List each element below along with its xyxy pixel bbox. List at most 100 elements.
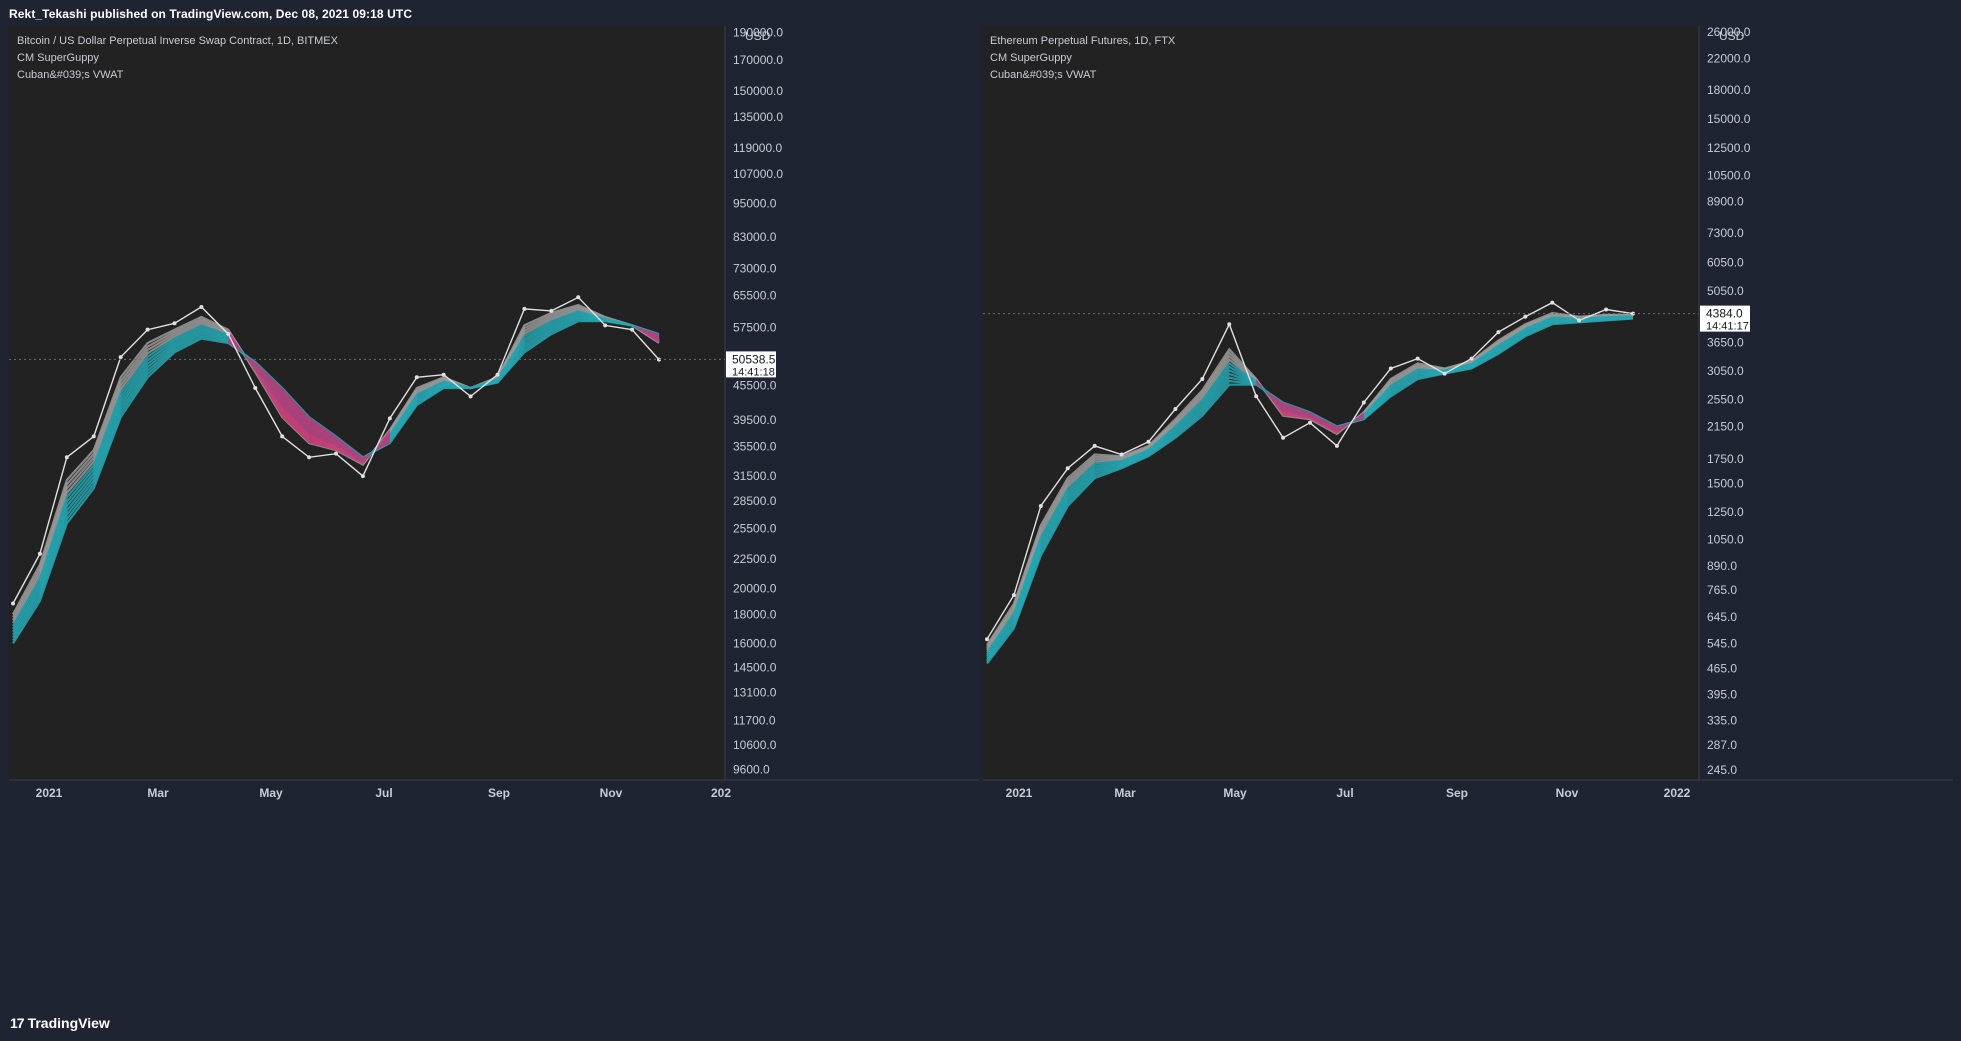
btc-x-tick: May xyxy=(259,786,283,800)
publisher-text: Rekt_Tekashi published on TradingView.co… xyxy=(9,7,413,21)
btc-y-tick: 35500.0 xyxy=(733,440,777,454)
eth-chart[interactable]: 26000.0 22000.0 18000.0 15000.0 12500.0 10500… xyxy=(983,26,1953,1006)
btc-guppy-bear-zone xyxy=(336,436,363,465)
eth-last-price-label: 4384.0 xyxy=(1706,307,1743,321)
btc-legend: Bitcoin / US Dollar Perpetual Inverse Sw… xyxy=(17,33,338,84)
btc-indicator-vwat[interactable]: Cuban&#039;s VWAT xyxy=(17,69,124,81)
btc-guppy-bear-zone xyxy=(309,417,336,451)
eth-price-point xyxy=(1254,394,1259,399)
btc-indicator-superguppy[interactable]: CM SuperGuppy xyxy=(17,52,99,64)
eth-y-tick: 2150.0 xyxy=(1707,419,1744,433)
eth-y-tick: 890.0 xyxy=(1707,559,1737,573)
btc-price-point xyxy=(226,332,231,337)
eth-y-tick: 1250.0 xyxy=(1707,505,1744,519)
eth-price-point xyxy=(1496,330,1501,335)
eth-guppy-bear-zone xyxy=(1256,379,1284,416)
btc-y-tick: 10600.0 xyxy=(733,738,777,752)
btc-y-tick: 57500.0 xyxy=(733,321,777,335)
btc-y-tick: 11700.0 xyxy=(733,714,776,728)
btc-chart[interactable]: 190000.0 170000.0 150000.0 135000.0 119000.0… xyxy=(9,26,979,1006)
btc-y-tick: 28500.0 xyxy=(733,494,777,508)
btc-y-tick: 65500.0 xyxy=(733,288,777,302)
btc-y-tick: 170000.0 xyxy=(733,53,783,67)
eth-price-point xyxy=(1119,452,1124,457)
btc-symbol-title[interactable]: Bitcoin / US Dollar Perpetual Inverse Sw… xyxy=(17,35,338,47)
eth-guppy-bear-zone xyxy=(1283,402,1310,420)
btc-y-tick: 39500.0 xyxy=(733,413,777,427)
eth-chart-panel[interactable]: 26000.0 22000.0 18000.0 15000.0 12500.0 10500… xyxy=(983,26,1953,1006)
eth-price-point xyxy=(1415,356,1420,361)
btc-price-point xyxy=(199,304,204,309)
btc-price-point xyxy=(441,372,446,377)
eth-price-point xyxy=(1200,377,1205,382)
eth-y-tick: 2550.0 xyxy=(1707,392,1744,406)
tradingview-logo[interactable]: 17 TradingView xyxy=(10,1015,110,1031)
btc-y-tick: 31500.0 xyxy=(733,469,777,483)
btc-y-tick: 190000.0 xyxy=(733,26,783,39)
eth-symbol-title[interactable]: Ethereum Perpetual Futures, 1D, FTX xyxy=(990,35,1176,47)
eth-x-tick: Sep xyxy=(1446,786,1468,800)
btc-price-point xyxy=(118,355,123,360)
btc-price-point xyxy=(387,416,392,421)
btc-price-point xyxy=(11,601,15,606)
btc-price-point xyxy=(360,474,365,479)
btc-y-tick: 22500.0 xyxy=(733,552,777,566)
eth-price-point xyxy=(1092,443,1097,448)
btc-countdown-label: 14:41:18 xyxy=(732,366,775,378)
eth-y-tick: 3050.0 xyxy=(1707,364,1744,378)
eth-indicator-vwat[interactable]: Cuban&#039;s VWAT xyxy=(990,69,1097,81)
eth-countdown-label: 14:41:17 xyxy=(1706,321,1749,333)
btc-last-price-label: 50538.5 xyxy=(732,352,776,366)
eth-y-tick: 1050.0 xyxy=(1707,533,1744,547)
eth-price-point xyxy=(1065,466,1070,471)
eth-price-point xyxy=(1308,420,1312,425)
eth-price-point xyxy=(1550,300,1555,305)
btc-y-tick: 107000.0 xyxy=(733,167,783,181)
eth-y-tick: 245.0 xyxy=(1707,763,1737,777)
btc-y-tick: 13100.0 xyxy=(733,686,777,700)
btc-price-point xyxy=(468,394,473,399)
btc-y-tick: 119000.0 xyxy=(733,141,782,155)
tradingview-brand: TradingView xyxy=(27,1015,110,1031)
eth-x-tick: May xyxy=(1223,786,1247,800)
eth-y-tick: 395.0 xyxy=(1707,687,1737,701)
btc-time-axis xyxy=(9,780,979,1006)
btc-price-point xyxy=(253,386,258,391)
eth-price-point xyxy=(1604,307,1609,312)
btc-price-point xyxy=(64,455,69,460)
btc-price-point xyxy=(414,375,419,380)
btc-y-tick: 73000.0 xyxy=(733,262,777,276)
tradingview-logo-icon: 17 xyxy=(10,1015,25,1031)
btc-guppy-bear-zone xyxy=(282,388,310,444)
eth-y-tick: 7300.0 xyxy=(1707,226,1744,240)
eth-y-tick: 287.0 xyxy=(1707,738,1737,752)
eth-price-point xyxy=(1361,400,1366,405)
eth-y-tick: 335.0 xyxy=(1707,714,1737,728)
eth-price-point xyxy=(1469,356,1474,361)
eth-y-tick: 10500.0 xyxy=(1707,168,1751,182)
btc-price-point xyxy=(495,372,500,377)
btc-price-point xyxy=(630,327,635,332)
eth-y-tick: 545.0 xyxy=(1707,637,1737,651)
btc-x-tick: Sep xyxy=(488,786,510,800)
btc-y-tick: 135000.0 xyxy=(733,110,783,124)
eth-price-point xyxy=(985,637,989,642)
btc-price-point xyxy=(603,323,608,328)
btc-y-tick: 20000.0 xyxy=(733,581,777,595)
eth-price-point xyxy=(1146,439,1151,444)
eth-y-tick: 3650.0 xyxy=(1707,336,1744,350)
eth-price-point xyxy=(1281,435,1286,440)
btc-y-tick: 25500.0 xyxy=(733,521,777,535)
btc-x-tick: Jul xyxy=(375,786,392,800)
eth-price-point xyxy=(1334,443,1339,448)
btc-guppy-bear-zone xyxy=(632,325,659,344)
eth-y-tick: 765.0 xyxy=(1707,583,1737,597)
btc-price-point xyxy=(307,455,312,460)
btc-chart-panel[interactable]: 190000.0 170000.0 150000.0 135000.0 119000.0… xyxy=(9,26,979,1006)
eth-y-tick: 465.0 xyxy=(1707,662,1737,676)
eth-x-tick: 2022 xyxy=(1664,786,1691,800)
eth-indicator-superguppy[interactable]: CM SuperGuppy xyxy=(990,52,1072,64)
btc-y-tick: 16000.0 xyxy=(733,636,777,650)
btc-price-axis xyxy=(725,26,979,780)
eth-price-point xyxy=(1523,314,1528,319)
